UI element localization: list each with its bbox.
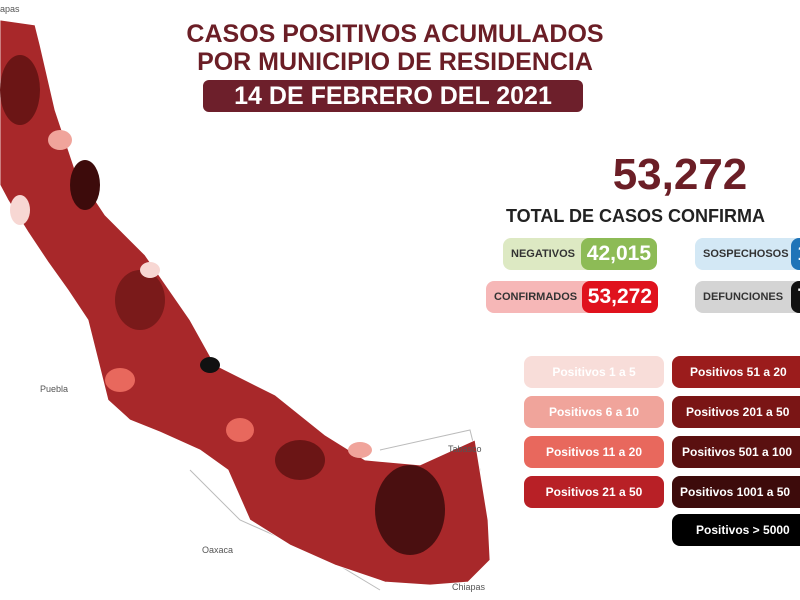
stat-label: DEFUNCIONES [703, 291, 784, 303]
legend-item: Positivos 1 a 5 [524, 356, 664, 388]
total-label: TOTAL DE CASOS CONFIRMA [506, 206, 766, 226]
legend-item: Positivos 21 a 50 [524, 476, 664, 508]
map-label: Tabasco [448, 444, 482, 454]
legend-item: Positivos 201 a 50 [672, 396, 800, 428]
title-line: POR MUNICIPIO DE RESIDENCIA [197, 48, 593, 76]
stat-label: CONFIRMADOS [494, 291, 578, 303]
stat-label: SOSPECHOSOS [703, 248, 789, 260]
stat-value: 53,272 [581, 281, 658, 313]
legend-item: Positivos 6 a 10 [524, 396, 664, 428]
date-banner: 14 DE FEBRERO DEL 2021 [203, 80, 583, 112]
title-line: CASOS POSITIVOS ACUMULADOS [186, 20, 604, 48]
map-label: Oaxaca [202, 545, 234, 555]
stat-card: DEFUNCIONES 7 [695, 281, 800, 313]
map-label: Chiapas [452, 582, 486, 592]
map-label: apas [0, 4, 20, 14]
total-value: 53,272 [612, 150, 748, 199]
state-map [0, 19, 491, 591]
legend-item: Positivos 11 a 20 [524, 436, 664, 468]
legend-item: Positivos > 5000 [672, 514, 800, 546]
stat-card: NEGATIVOS 42,015 [503, 238, 657, 270]
legend-item: Positivos 51 a 20 [672, 356, 800, 388]
stat-value: 7 [791, 281, 800, 313]
map-label: Puebla [40, 384, 69, 394]
stat-card: CONFIRMADOS 53,272 [486, 281, 658, 313]
legend-item: Positivos 501 a 100 [672, 436, 800, 468]
legend-item: Positivos 1001 a 50 [672, 476, 800, 508]
stat-value: 1 [791, 238, 800, 270]
stat-value: 42,015 [580, 238, 657, 270]
stat-label: NEGATIVOS [511, 248, 575, 260]
stat-card: SOSPECHOSOS 1 [695, 238, 800, 270]
